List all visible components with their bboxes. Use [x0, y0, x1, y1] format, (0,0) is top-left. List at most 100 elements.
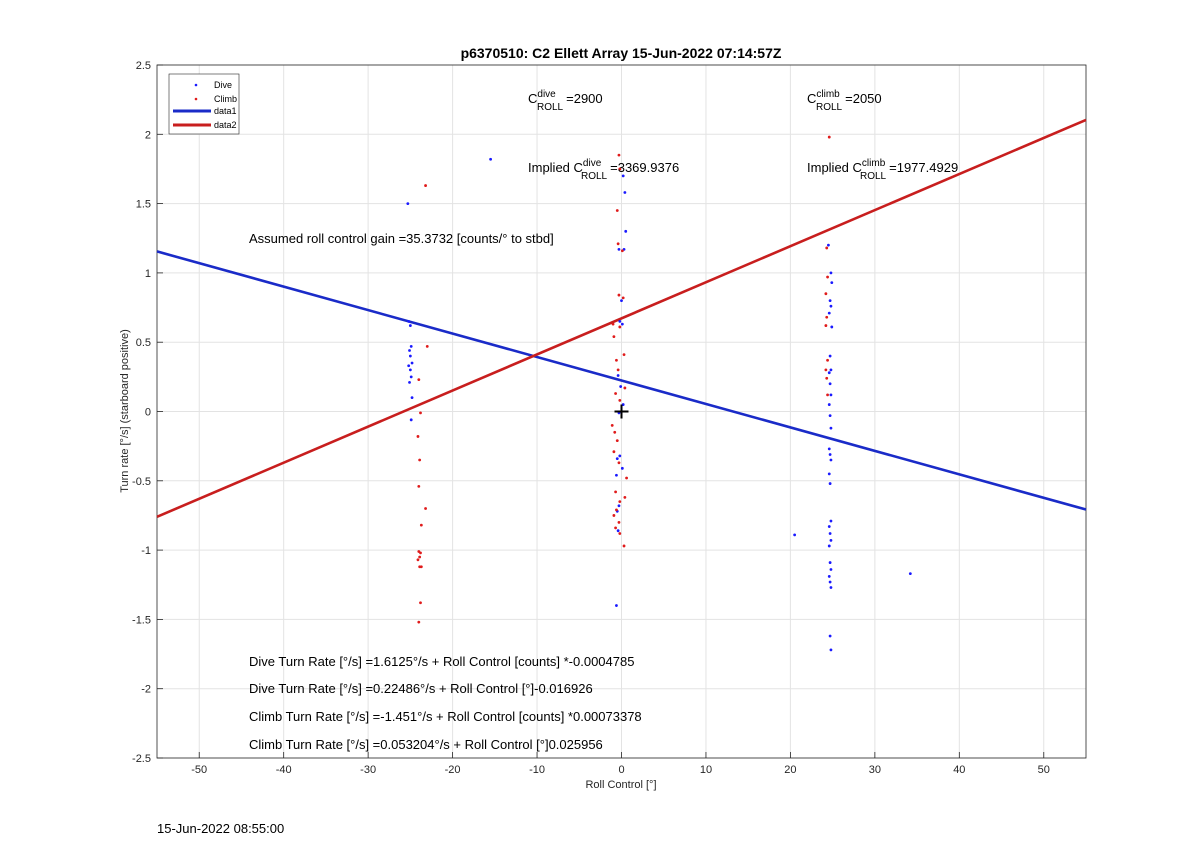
y-tick-label: 1.5 — [136, 199, 151, 211]
dive-point — [827, 525, 831, 528]
climb-point — [419, 411, 422, 415]
dive-point — [829, 458, 833, 462]
dive-point — [827, 472, 831, 476]
x-tick-label: -30 — [360, 764, 376, 776]
y-tick-label: -1 — [141, 545, 151, 557]
dive-point — [620, 322, 624, 326]
x-tick-label: 50 — [1038, 764, 1050, 776]
dive-point — [617, 247, 621, 251]
dive-point — [615, 604, 618, 607]
climb-point — [419, 601, 422, 605]
climb-point — [612, 450, 616, 454]
climb-point — [416, 435, 420, 438]
climb-point — [615, 508, 618, 512]
dive-point — [407, 320, 411, 323]
dive-point — [827, 311, 831, 315]
dive-point — [829, 538, 833, 542]
dive-point — [618, 320, 622, 323]
dive-point — [621, 174, 625, 178]
climb-point — [824, 368, 828, 372]
climb-point — [623, 496, 627, 499]
dive-point — [829, 393, 833, 397]
climb-point — [827, 135, 831, 139]
climb-point — [620, 249, 624, 253]
legend-dive-swatch — [194, 83, 198, 87]
climb-point — [612, 514, 616, 517]
climb-point — [615, 439, 619, 443]
dive-point — [828, 414, 832, 418]
c-roll-dive-label: Cdive ROLL=2900 — [528, 89, 603, 113]
dive-point — [617, 504, 621, 508]
climb-point — [614, 490, 617, 494]
climb-point — [826, 393, 829, 397]
x-tick-label: 0 — [618, 764, 624, 776]
dive-point — [616, 374, 620, 377]
chart-title: p6370510: C2 Ellett Array 15-Jun-2022 07… — [461, 45, 782, 61]
climb-point — [618, 500, 622, 503]
dive-point — [793, 533, 797, 537]
climb-point — [623, 386, 627, 390]
fit-lines — [156, 118, 1087, 519]
print-timestamp: 15-Jun-2022 08:55:00 — [157, 821, 285, 836]
y-tick-label: 0 — [145, 407, 151, 419]
legend-climb-label: Climb — [214, 94, 237, 104]
equation-climb-degrees: Climb Turn Rate [°/s] =0.053204°/s + Rol… — [249, 737, 603, 752]
x-ticks: -50 -40 -30 -20 -10 0 10 20 30 40 50 — [191, 752, 1050, 776]
climb-point — [617, 293, 621, 297]
dive-point — [828, 634, 832, 638]
y-tick-label: -2 — [141, 684, 151, 696]
dive-point — [408, 380, 411, 384]
climb-point — [419, 523, 423, 527]
climb-point — [824, 292, 828, 296]
climb-point — [425, 344, 429, 348]
climb-point — [614, 392, 617, 395]
climb-point — [625, 476, 628, 480]
equation-climb-counts: Climb Turn Rate [°/s] =-1.451°/s + Roll … — [249, 709, 642, 724]
dive-point — [408, 324, 412, 327]
y-tick-label: 2 — [145, 129, 151, 141]
y-tick-label: -2.5 — [132, 753, 151, 765]
climb-point — [418, 565, 422, 569]
legend-dive-label: Dive — [214, 80, 232, 90]
dive-point — [409, 418, 413, 422]
climb-point — [417, 620, 421, 624]
legend-data2-label: data2 — [214, 120, 237, 130]
legend-data1-label: data1 — [214, 106, 237, 116]
dive-point — [828, 532, 832, 535]
y-tick-label: 1 — [145, 268, 151, 280]
dive-point — [829, 586, 833, 589]
dive-point — [828, 561, 832, 564]
climb-point — [615, 358, 618, 362]
x-axis-label: Roll Control [°] — [585, 779, 656, 791]
fit-line-data1 — [156, 250, 1087, 511]
climb-point — [418, 458, 422, 462]
dive-point — [829, 271, 833, 275]
climb-point — [825, 315, 829, 319]
dive-point — [410, 396, 414, 400]
climb-point — [424, 184, 427, 187]
climb-point — [417, 484, 421, 488]
dive-point — [408, 368, 412, 372]
climb-point — [617, 153, 621, 157]
dive-point — [828, 453, 832, 456]
x-tick-label: 10 — [700, 764, 712, 776]
fit-line-data2 — [156, 118, 1087, 519]
climb-points — [416, 135, 831, 624]
dive-point — [830, 325, 834, 329]
y-tick-label: 2.5 — [136, 60, 151, 72]
climb-point — [824, 324, 828, 327]
dive-point — [618, 454, 622, 458]
climb-point — [622, 544, 626, 548]
dive-point — [408, 349, 411, 352]
dive-point — [615, 457, 619, 461]
dive-point — [410, 361, 414, 365]
climb-point — [614, 526, 617, 530]
legend-climb-swatch — [194, 97, 198, 101]
climb-point — [826, 275, 829, 279]
climb-point — [621, 296, 625, 300]
legend: Dive Climb data1 data2 — [168, 73, 240, 135]
climb-point — [622, 353, 626, 357]
climb-point — [611, 322, 615, 326]
dive-point — [489, 157, 492, 161]
